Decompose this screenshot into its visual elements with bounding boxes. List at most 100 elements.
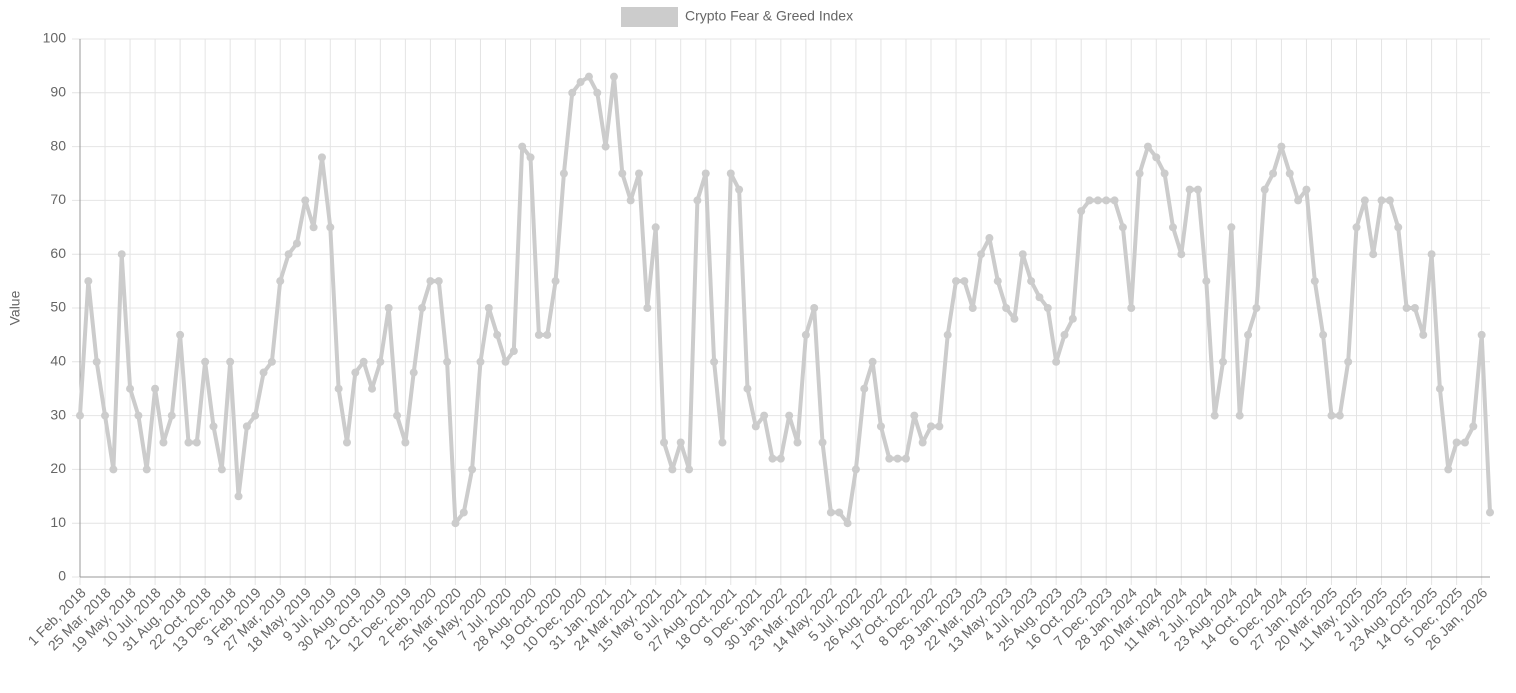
data-point <box>735 185 744 194</box>
data-point <box>226 357 235 366</box>
y-tick-label: 50 <box>50 299 66 315</box>
data-point <box>676 438 685 447</box>
data-point <box>201 357 210 366</box>
data-point <box>468 465 477 474</box>
data-point <box>1352 223 1361 232</box>
data-point <box>493 330 502 339</box>
data-point <box>217 465 226 474</box>
data-point <box>301 196 310 205</box>
data-point <box>1410 304 1419 312</box>
data-point <box>309 223 318 232</box>
data-point <box>159 438 168 447</box>
data-point <box>351 368 360 377</box>
data-point <box>710 357 719 366</box>
data-point <box>284 250 293 259</box>
data-point <box>968 304 977 312</box>
data-point <box>584 72 593 81</box>
data-point <box>1093 196 1102 205</box>
data-point <box>1235 411 1244 420</box>
data-point <box>117 250 126 259</box>
data-point <box>1035 293 1044 302</box>
y-tick-label: 10 <box>50 514 66 530</box>
legend-label: Crypto Fear & Greed Index <box>685 8 853 24</box>
data-point <box>326 223 335 232</box>
data-point <box>1310 277 1319 286</box>
data-point <box>167 411 176 420</box>
data-point <box>1010 314 1019 323</box>
data-point <box>84 277 93 286</box>
data-point <box>835 508 844 517</box>
data-point <box>384 304 393 312</box>
data-point <box>518 142 527 151</box>
data-point <box>76 411 84 420</box>
data-point <box>818 438 827 447</box>
data-point <box>660 438 669 447</box>
data-point <box>760 411 769 420</box>
data-point <box>801 330 810 339</box>
data-point <box>1068 314 1077 323</box>
data-point <box>1486 508 1494 517</box>
y-tick-label: 30 <box>50 406 66 422</box>
y-axis-title: Value <box>7 290 23 325</box>
data-point <box>826 508 835 517</box>
data-point <box>142 465 151 474</box>
data-point <box>860 384 869 393</box>
data-point <box>1052 357 1061 366</box>
data-point <box>1210 411 1219 420</box>
data-point <box>1168 223 1177 232</box>
data-point <box>943 330 952 339</box>
data-point <box>1427 250 1436 259</box>
data-point <box>977 250 986 259</box>
data-point <box>1277 142 1286 151</box>
data-point <box>368 384 377 393</box>
data-point <box>868 357 877 366</box>
data-point <box>509 347 518 356</box>
data-point <box>317 153 326 162</box>
data-point <box>551 277 560 286</box>
data-point <box>768 454 777 463</box>
data-point <box>334 384 343 393</box>
data-point <box>1202 277 1211 286</box>
data-point <box>184 438 193 447</box>
data-point <box>634 169 643 178</box>
data-point <box>1252 304 1261 312</box>
data-point <box>668 465 677 474</box>
data-point <box>751 422 760 431</box>
data-point <box>134 411 143 420</box>
data-point <box>1118 223 1127 232</box>
data-point <box>1127 304 1136 312</box>
data-point <box>893 454 902 463</box>
data-point <box>242 422 251 431</box>
data-point <box>409 368 418 377</box>
data-point <box>793 438 802 447</box>
data-point <box>526 153 535 162</box>
data-point <box>1377 196 1386 205</box>
data-point <box>276 277 285 286</box>
data-point <box>1369 250 1378 259</box>
data-point <box>1319 330 1328 339</box>
data-point <box>267 357 276 366</box>
data-point <box>601 142 610 151</box>
data-point <box>543 330 552 339</box>
data-point <box>1193 185 1202 194</box>
y-tick-label: 0 <box>58 568 66 584</box>
data-point <box>910 411 919 420</box>
data-point <box>1077 207 1086 216</box>
data-point <box>151 384 160 393</box>
data-point <box>1060 330 1069 339</box>
data-point <box>1402 304 1411 312</box>
data-point <box>393 411 402 420</box>
data-point <box>451 519 460 528</box>
data-point <box>1143 142 1152 151</box>
data-point <box>92 357 101 366</box>
data-point <box>292 239 301 248</box>
data-point <box>459 508 468 517</box>
data-point <box>685 465 694 474</box>
data-point <box>1110 196 1119 205</box>
data-point <box>718 438 727 447</box>
data-point <box>1460 438 1469 447</box>
data-point <box>960 277 969 286</box>
data-point <box>1102 196 1111 205</box>
y-tick-label: 90 <box>50 84 66 100</box>
data-point <box>501 357 510 366</box>
